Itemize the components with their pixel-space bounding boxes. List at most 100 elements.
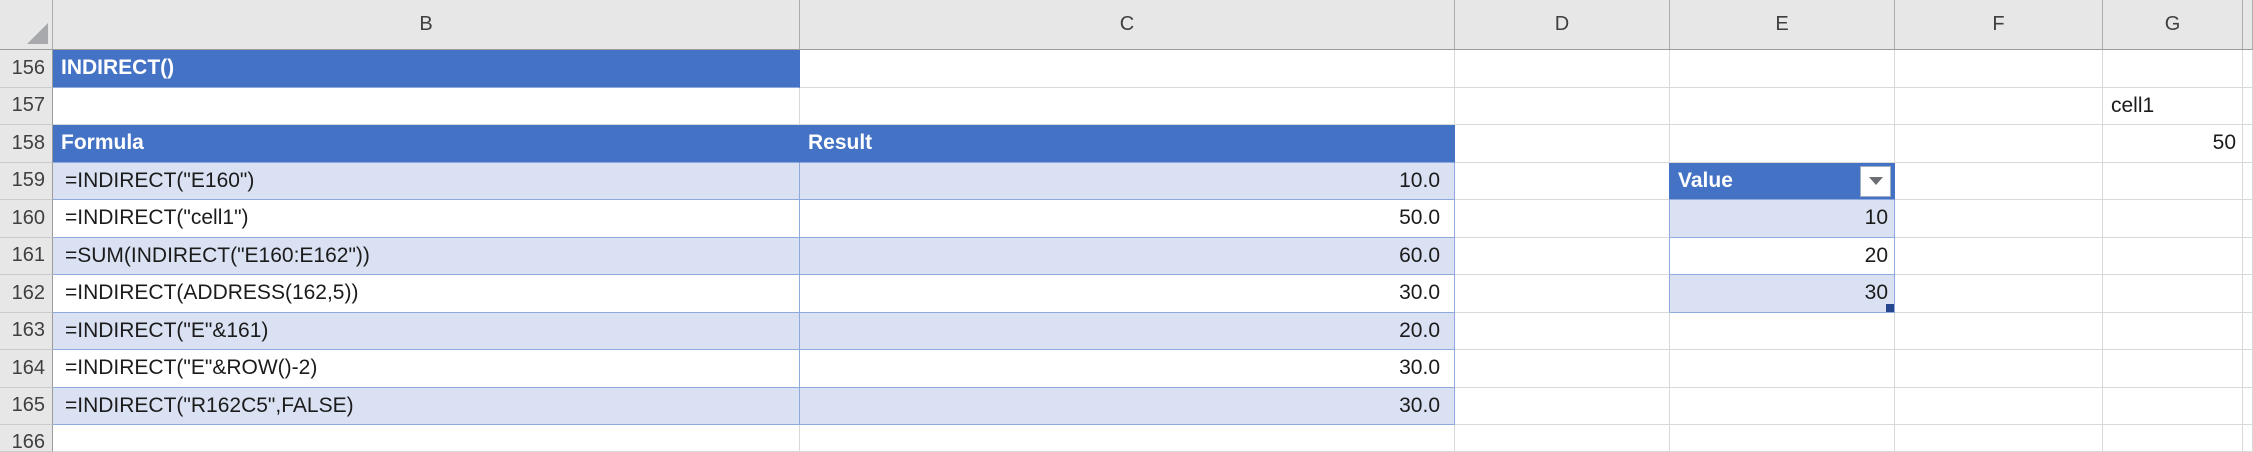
cell-b166[interactable] (53, 425, 800, 452)
cell-g163[interactable] (2103, 312, 2243, 350)
row-header-163[interactable]: 163 (0, 312, 53, 350)
row-header-159[interactable]: 159 (0, 162, 53, 200)
cell-d163[interactable] (1455, 312, 1670, 350)
cell-e166[interactable] (1670, 425, 1895, 452)
column-header-d[interactable]: D (1455, 0, 1670, 50)
cell-b156-section-title[interactable]: INDIRECT() (53, 50, 800, 88)
cell-c159-result[interactable]: 10.0 (800, 162, 1455, 200)
cell-c158-result-header[interactable]: Result (800, 125, 1455, 163)
table-resize-handle[interactable] (1886, 303, 1894, 312)
cell-d160[interactable] (1455, 200, 1670, 238)
cell-h162[interactable] (2243, 275, 2253, 313)
row-header-156[interactable]: 156 (0, 50, 53, 88)
column-header-h-sliver[interactable] (2243, 0, 2253, 50)
row-header-157[interactable]: 157 (0, 87, 53, 125)
cell-c164-result[interactable]: 30.0 (800, 350, 1455, 388)
cell-f163[interactable] (1895, 312, 2103, 350)
row-header-164[interactable]: 164 (0, 350, 53, 388)
cell-e159-value-header[interactable]: Value (1670, 162, 1895, 200)
cell-d162[interactable] (1455, 275, 1670, 313)
cell-b163-formula[interactable]: =INDIRECT("E"&161) (53, 312, 800, 350)
cell-b164-formula[interactable]: =INDIRECT("E"&ROW()-2) (53, 350, 800, 388)
column-header-g[interactable]: G (2103, 0, 2243, 50)
cell-g165[interactable] (2103, 387, 2243, 425)
filter-dropdown-button[interactable] (1860, 165, 1891, 197)
cell-h156[interactable] (2243, 50, 2253, 88)
cell-e156[interactable] (1670, 50, 1895, 88)
cell-e163[interactable] (1670, 312, 1895, 350)
cell-b158-formula-header[interactable]: Formula (53, 125, 800, 163)
cell-g160[interactable] (2103, 200, 2243, 238)
select-all-corner[interactable] (0, 0, 53, 50)
cell-g158-named-value[interactable]: 50 (2103, 125, 2243, 163)
cell-g157-name-label[interactable]: cell1 (2103, 87, 2243, 125)
cell-e157[interactable] (1670, 87, 1895, 125)
cell-e164[interactable] (1670, 350, 1895, 388)
row-header-161[interactable]: 161 (0, 237, 53, 275)
cell-h166[interactable] (2243, 425, 2253, 452)
cell-f156[interactable] (1895, 50, 2103, 88)
cell-e158[interactable] (1670, 125, 1895, 163)
row-header-165[interactable]: 165 (0, 387, 53, 425)
cell-e165[interactable] (1670, 387, 1895, 425)
cell-h161[interactable] (2243, 237, 2253, 275)
cell-h165[interactable] (2243, 387, 2253, 425)
cell-f161[interactable] (1895, 237, 2103, 275)
cell-c166[interactable] (800, 425, 1455, 452)
cell-b159-formula[interactable]: =INDIRECT("E160") (53, 162, 800, 200)
cell-f160[interactable] (1895, 200, 2103, 238)
cell-h160[interactable] (2243, 200, 2253, 238)
cell-b160-formula[interactable]: =INDIRECT("cell1") (53, 200, 800, 238)
cell-f165[interactable] (1895, 387, 2103, 425)
cell-c160-result[interactable]: 50.0 (800, 200, 1455, 238)
cell-d165[interactable] (1455, 387, 1670, 425)
cell-d161[interactable] (1455, 237, 1670, 275)
cell-h158[interactable] (2243, 125, 2253, 163)
column-header-b[interactable]: B (53, 0, 800, 50)
value-header-label: Value (1678, 168, 1733, 192)
cell-f162[interactable] (1895, 275, 2103, 313)
chevron-down-icon (1868, 177, 1883, 185)
column-header-e[interactable]: E (1670, 0, 1895, 50)
cell-b157[interactable] (53, 87, 800, 125)
cell-g166[interactable] (2103, 425, 2243, 452)
cell-c162-result[interactable]: 30.0 (800, 275, 1455, 313)
cell-c165-result[interactable]: 30.0 (800, 387, 1455, 425)
cell-e162-value[interactable]: 30 (1670, 275, 1895, 313)
column-header-c[interactable]: C (800, 0, 1455, 50)
cell-g161[interactable] (2103, 237, 2243, 275)
cell-h157[interactable] (2243, 87, 2253, 125)
cell-h159[interactable] (2243, 162, 2253, 200)
cell-c161-result[interactable]: 60.0 (800, 237, 1455, 275)
cell-h164[interactable] (2243, 350, 2253, 388)
cell-c156[interactable] (800, 50, 1455, 88)
cell-f164[interactable] (1895, 350, 2103, 388)
row-header-162[interactable]: 162 (0, 275, 53, 313)
cell-d166[interactable] (1455, 425, 1670, 452)
cell-f157[interactable] (1895, 87, 2103, 125)
cell-g156[interactable] (2103, 50, 2243, 88)
cell-g159[interactable] (2103, 162, 2243, 200)
cell-g162[interactable] (2103, 275, 2243, 313)
cell-f166[interactable] (1895, 425, 2103, 452)
cell-c163-result[interactable]: 20.0 (800, 312, 1455, 350)
cell-d156[interactable] (1455, 50, 1670, 88)
row-header-160[interactable]: 160 (0, 200, 53, 238)
cell-d157[interactable] (1455, 87, 1670, 125)
cell-f159[interactable] (1895, 162, 2103, 200)
row-header-158[interactable]: 158 (0, 125, 53, 163)
cell-c157[interactable] (800, 87, 1455, 125)
column-header-f[interactable]: F (1895, 0, 2103, 50)
cell-h163[interactable] (2243, 312, 2253, 350)
row-header-166[interactable]: 166 (0, 425, 53, 452)
cell-b165-formula[interactable]: =INDIRECT("R162C5",FALSE) (53, 387, 800, 425)
cell-d164[interactable] (1455, 350, 1670, 388)
cell-b162-formula[interactable]: =INDIRECT(ADDRESS(162,5)) (53, 275, 800, 313)
cell-b161-formula[interactable]: =SUM(INDIRECT("E160:E162")) (53, 237, 800, 275)
cell-d158[interactable] (1455, 125, 1670, 163)
cell-e161-value[interactable]: 20 (1670, 237, 1895, 275)
cell-e160-value[interactable]: 10 (1670, 200, 1895, 238)
cell-g164[interactable] (2103, 350, 2243, 388)
cell-f158[interactable] (1895, 125, 2103, 163)
cell-d159[interactable] (1455, 162, 1670, 200)
